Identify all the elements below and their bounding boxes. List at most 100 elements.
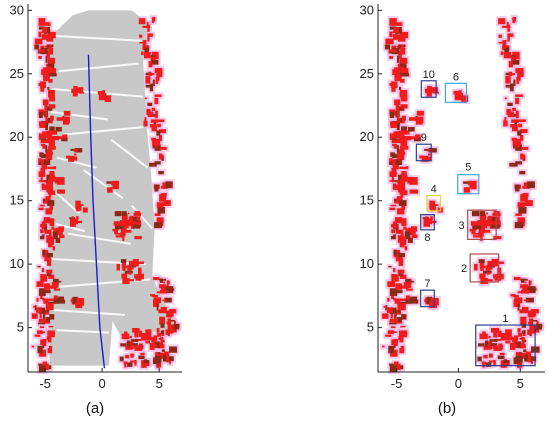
- panel-a-obstacle-mark: [151, 51, 159, 60]
- panel-a-obstacle-mark: [43, 283, 51, 290]
- panel-b-obstacle-mark: [383, 305, 387, 308]
- panel-a-obstacle-mark: [49, 44, 52, 47]
- panel-b-obstacle-mark: [425, 216, 428, 223]
- panel-b-obstacle-mark: [470, 186, 477, 190]
- panel-b-obstacle-mark: [478, 225, 485, 233]
- panel-a-obstacle-mark: [38, 207, 44, 211]
- detection-box-label: 1: [502, 313, 508, 325]
- panel-a-obstacle-mark: [145, 76, 151, 84]
- panel-b-obstacle-mark: [504, 47, 510, 54]
- panel-b-obstacle-mark: [530, 319, 538, 322]
- panel-a-obstacle-mark: [113, 186, 119, 190]
- panel-b-obstacle-mark: [485, 279, 493, 282]
- panel-b-detection-boxes: 1 2 3 4 5 6 7 8 9 10: [415, 69, 536, 367]
- panel-b-obstacle-mark: [404, 246, 408, 251]
- panel-b-obstacle-mark: [503, 51, 512, 59]
- panel-b-obstacle-mark: [483, 346, 491, 350]
- panel-b-obstacle-mark: [403, 282, 412, 288]
- panel-b-obstacle-mark: [391, 339, 395, 346]
- panel-a-obstacle-mark: [169, 309, 177, 314]
- panel-a-obstacle-mark: [147, 335, 150, 339]
- panel-b-obstacle-mark: [388, 49, 397, 53]
- panel-b-obstacle-mark: [497, 261, 504, 265]
- panel-b-obstacle-mark: [399, 301, 407, 305]
- panel-a-obstacle-mark: [154, 161, 161, 165]
- panel-a-obstacle-mark: [152, 79, 155, 87]
- panel-a-obstacle-mark: [47, 348, 53, 354]
- panel-a-obstacle-mark: [161, 287, 166, 292]
- panel-b-obstacle-mark: [511, 60, 520, 65]
- panel-b-obstacle-mark: [522, 287, 528, 292]
- panel-a-obstacle-mark: [148, 71, 152, 76]
- panel-b-obstacle-mark: [396, 363, 401, 371]
- panel-a-obstacle-mark: [134, 274, 142, 279]
- panel-b-obstacle-mark: [388, 322, 397, 325]
- panel-b-obstacle-mark: [520, 284, 529, 289]
- panel-a-obstacle-mark: [43, 180, 50, 183]
- panel-a-obstacle-mark: [34, 334, 41, 337]
- panel-b-obstacle-mark: [491, 217, 497, 224]
- panel-a-obstacle-mark: [39, 204, 45, 207]
- panel-b-obstacle-mark: [481, 361, 486, 365]
- detection-box-label: 4: [431, 184, 437, 196]
- panel-a-obstacle-mark: [39, 318, 47, 323]
- panel-b-obstacle-mark: [416, 116, 424, 124]
- panel-b-obstacle-mark: [390, 204, 397, 207]
- panel-b-obstacle-mark: [407, 179, 413, 184]
- panel-b-obstacle-mark: [397, 153, 401, 161]
- panel-a-obstacle-mark: [45, 153, 49, 161]
- panel-b-obstacle-mark: [401, 314, 407, 320]
- panel-a-obstacle-mark: [50, 236, 55, 244]
- panel-b-obstacle-mark: [517, 217, 526, 224]
- panel-a-obstacle-mark: [37, 49, 46, 53]
- panel-a-obstacle-mark: [144, 117, 147, 123]
- panel-b-obstacle-mark: [391, 153, 398, 159]
- panel-b-obstacle-mark: [400, 73, 410, 77]
- panel-b-obstacle-mark: [480, 263, 483, 271]
- panel-b-x-tick-label: 5: [517, 376, 524, 391]
- panel-a-obstacle-mark: [147, 34, 150, 42]
- panel-a-obstacle-mark: [31, 313, 38, 319]
- panel-a-obstacle-mark: [145, 340, 151, 344]
- panel-b-obstacle-mark: [431, 206, 437, 211]
- panel-a-obstacle-mark: [124, 361, 127, 368]
- panel-b-obstacle-mark: [523, 349, 527, 353]
- panel-a-obstacle-mark: [106, 181, 112, 184]
- panel-b-obstacle-mark: [393, 297, 396, 301]
- panel-a-obstacle-mark: [40, 138, 44, 144]
- panel-a-obstacle-mark: [163, 200, 171, 206]
- panel-b-obstacle-mark: [394, 321, 403, 324]
- panel-a-obstacle-mark: [156, 130, 161, 136]
- panel-a-obstacle-mark: [61, 137, 68, 142]
- panel-a-obstacle-mark: [68, 155, 75, 162]
- panel-b-obstacle-mark: [426, 218, 433, 225]
- panel-a-obstacle-mark: [160, 337, 164, 345]
- panel-b-obstacle-mark: [394, 338, 399, 343]
- panel-b-obstacle-mark: [392, 234, 397, 236]
- panel-a-obstacle-mark: [133, 212, 142, 217]
- panel-a-obstacle-mark: [160, 330, 165, 334]
- panel-a-obstacle-mark: [76, 297, 85, 306]
- panel-b-obstacle-mark: [385, 38, 394, 45]
- panel-a-obstacle-mark: [122, 263, 125, 271]
- panel-a-obstacle-mark: [48, 325, 54, 328]
- panel-b-obstacle-mark: [517, 328, 521, 333]
- panel-a-obstacle-mark: [74, 148, 83, 153]
- panel-a-obstacle-mark: [37, 265, 41, 268]
- panel-b-obstacle-mark: [406, 288, 413, 291]
- panel-a-obstacle-mark: [36, 281, 44, 288]
- panel-b-obstacle-mark: [520, 278, 528, 281]
- panel-a-obstacle-mark: [114, 211, 122, 217]
- panel-b-obstacle-mark: [511, 119, 519, 123]
- panel-b-obstacle-mark: [530, 309, 539, 314]
- panel-b-obstacle-mark: [389, 82, 393, 87]
- panel-b-obstacle-mark: [389, 307, 397, 314]
- panel-b-obstacle-mark: [485, 362, 492, 367]
- panel-a-obstacle-mark: [111, 181, 118, 186]
- panel-a-obstacle-mark: [150, 119, 158, 123]
- panel-a-obstacle-mark: [52, 231, 58, 240]
- panel-b-obstacle-mark: [396, 153, 405, 158]
- panel-a-obstacle-mark: [143, 360, 150, 364]
- panel-b-obstacle-mark: [515, 213, 522, 216]
- unknown-streak: [50, 110, 108, 121]
